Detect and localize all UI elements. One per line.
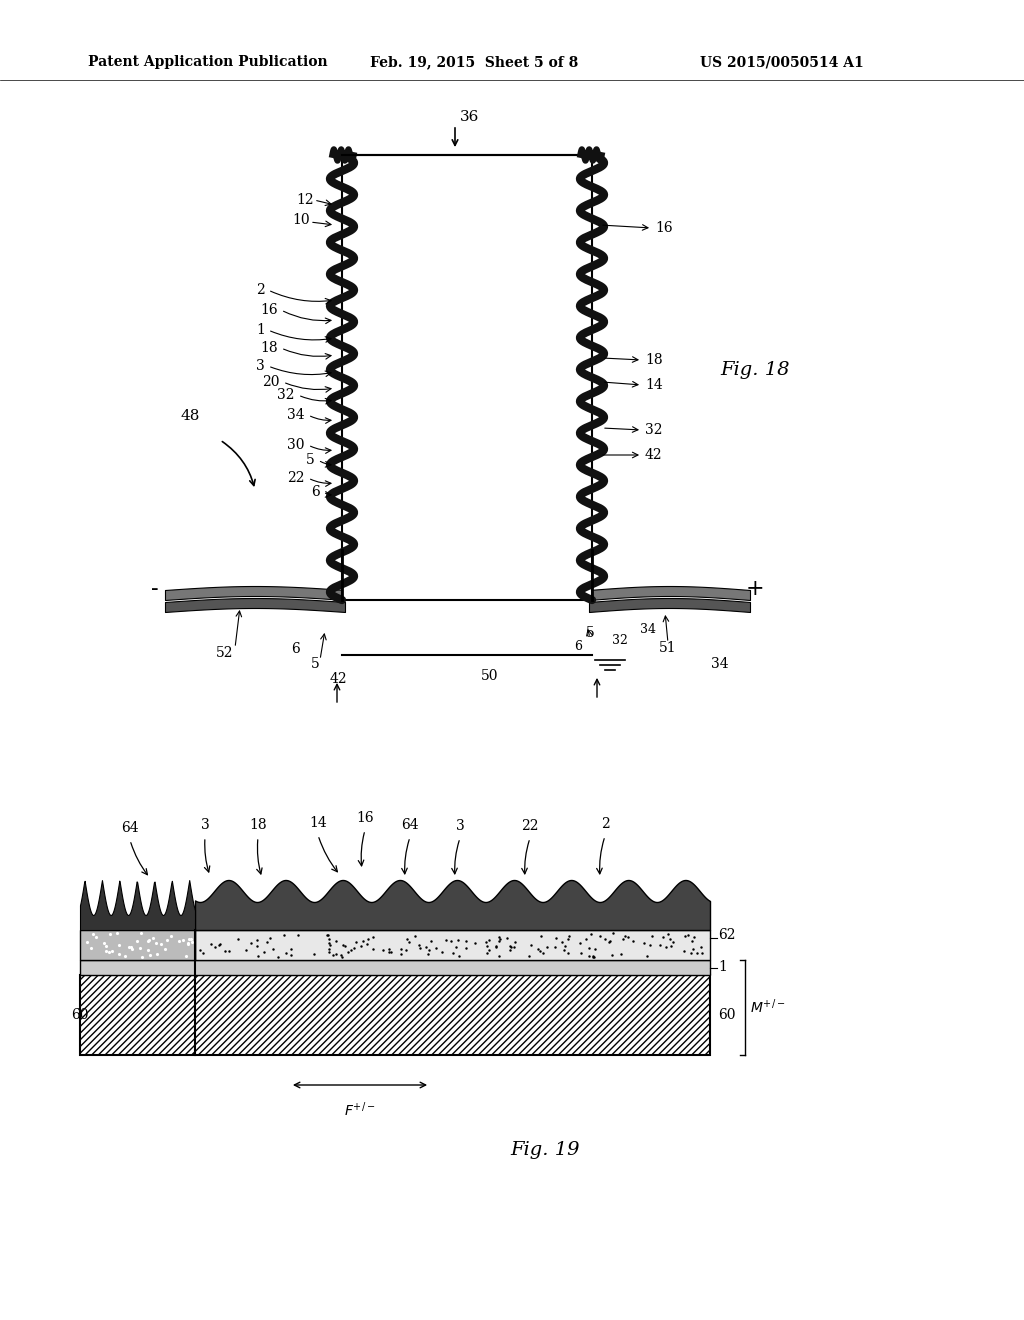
Text: 34: 34: [712, 657, 729, 671]
Bar: [342, 154, 592, 601]
Text: 16: 16: [655, 220, 673, 235]
Text: $M^{+/-}$: $M^{+/-}$: [750, 998, 785, 1016]
Text: 18: 18: [249, 818, 267, 832]
Bar: [80, 975, 710, 1055]
Text: 32: 32: [278, 388, 295, 403]
Text: Fig. 19: Fig. 19: [510, 1140, 580, 1159]
Text: 3: 3: [456, 818, 464, 833]
Bar: [195, 931, 710, 960]
Text: 22: 22: [521, 818, 539, 833]
Text: $F^{+/-}$: $F^{+/-}$: [344, 1100, 376, 1118]
Text: 6: 6: [291, 642, 299, 656]
Text: 64: 64: [401, 818, 419, 832]
Text: 1: 1: [256, 323, 265, 337]
Text: 5: 5: [306, 453, 315, 467]
Text: 34: 34: [640, 623, 656, 636]
Text: 3: 3: [201, 818, 209, 832]
Text: 42: 42: [645, 447, 663, 462]
Text: 60: 60: [72, 1008, 89, 1022]
Text: 32: 32: [645, 422, 663, 437]
Text: 6: 6: [574, 640, 582, 653]
Text: 5: 5: [310, 657, 319, 671]
Text: 2: 2: [601, 817, 609, 832]
Text: 51: 51: [659, 642, 677, 655]
Text: 18: 18: [260, 341, 278, 355]
Text: -: -: [152, 578, 159, 601]
Text: 6: 6: [311, 484, 319, 499]
Text: 22: 22: [288, 471, 305, 484]
Text: 36: 36: [460, 110, 479, 124]
Text: Fig. 18: Fig. 18: [720, 360, 790, 379]
Text: 30: 30: [288, 438, 305, 451]
Text: 64: 64: [121, 821, 139, 836]
Text: +: +: [745, 578, 764, 601]
Text: 16: 16: [260, 304, 278, 317]
Text: 42: 42: [329, 672, 347, 686]
Text: 12: 12: [296, 193, 314, 207]
Text: 50: 50: [481, 669, 499, 682]
Text: Feb. 19, 2015  Sheet 5 of 8: Feb. 19, 2015 Sheet 5 of 8: [370, 55, 579, 69]
Text: 48: 48: [180, 409, 200, 422]
Text: 60: 60: [718, 1008, 735, 1022]
Text: 10: 10: [293, 213, 310, 227]
Bar: [80, 960, 710, 975]
Text: 16: 16: [356, 810, 374, 825]
Text: 5: 5: [586, 626, 594, 640]
Text: 62: 62: [718, 928, 735, 942]
Text: 52: 52: [216, 645, 233, 660]
Text: Patent Application Publication: Patent Application Publication: [88, 55, 328, 69]
Text: 32: 32: [612, 634, 628, 647]
Text: 3: 3: [256, 359, 265, 374]
Text: 14: 14: [309, 816, 327, 830]
Text: 14: 14: [645, 378, 663, 392]
Text: 20: 20: [262, 375, 280, 389]
Text: 34: 34: [288, 408, 305, 422]
Text: 1: 1: [718, 960, 727, 974]
Bar: [80, 931, 195, 960]
Text: US 2015/0050514 A1: US 2015/0050514 A1: [700, 55, 864, 69]
Text: 2: 2: [256, 282, 265, 297]
Text: 18: 18: [645, 352, 663, 367]
